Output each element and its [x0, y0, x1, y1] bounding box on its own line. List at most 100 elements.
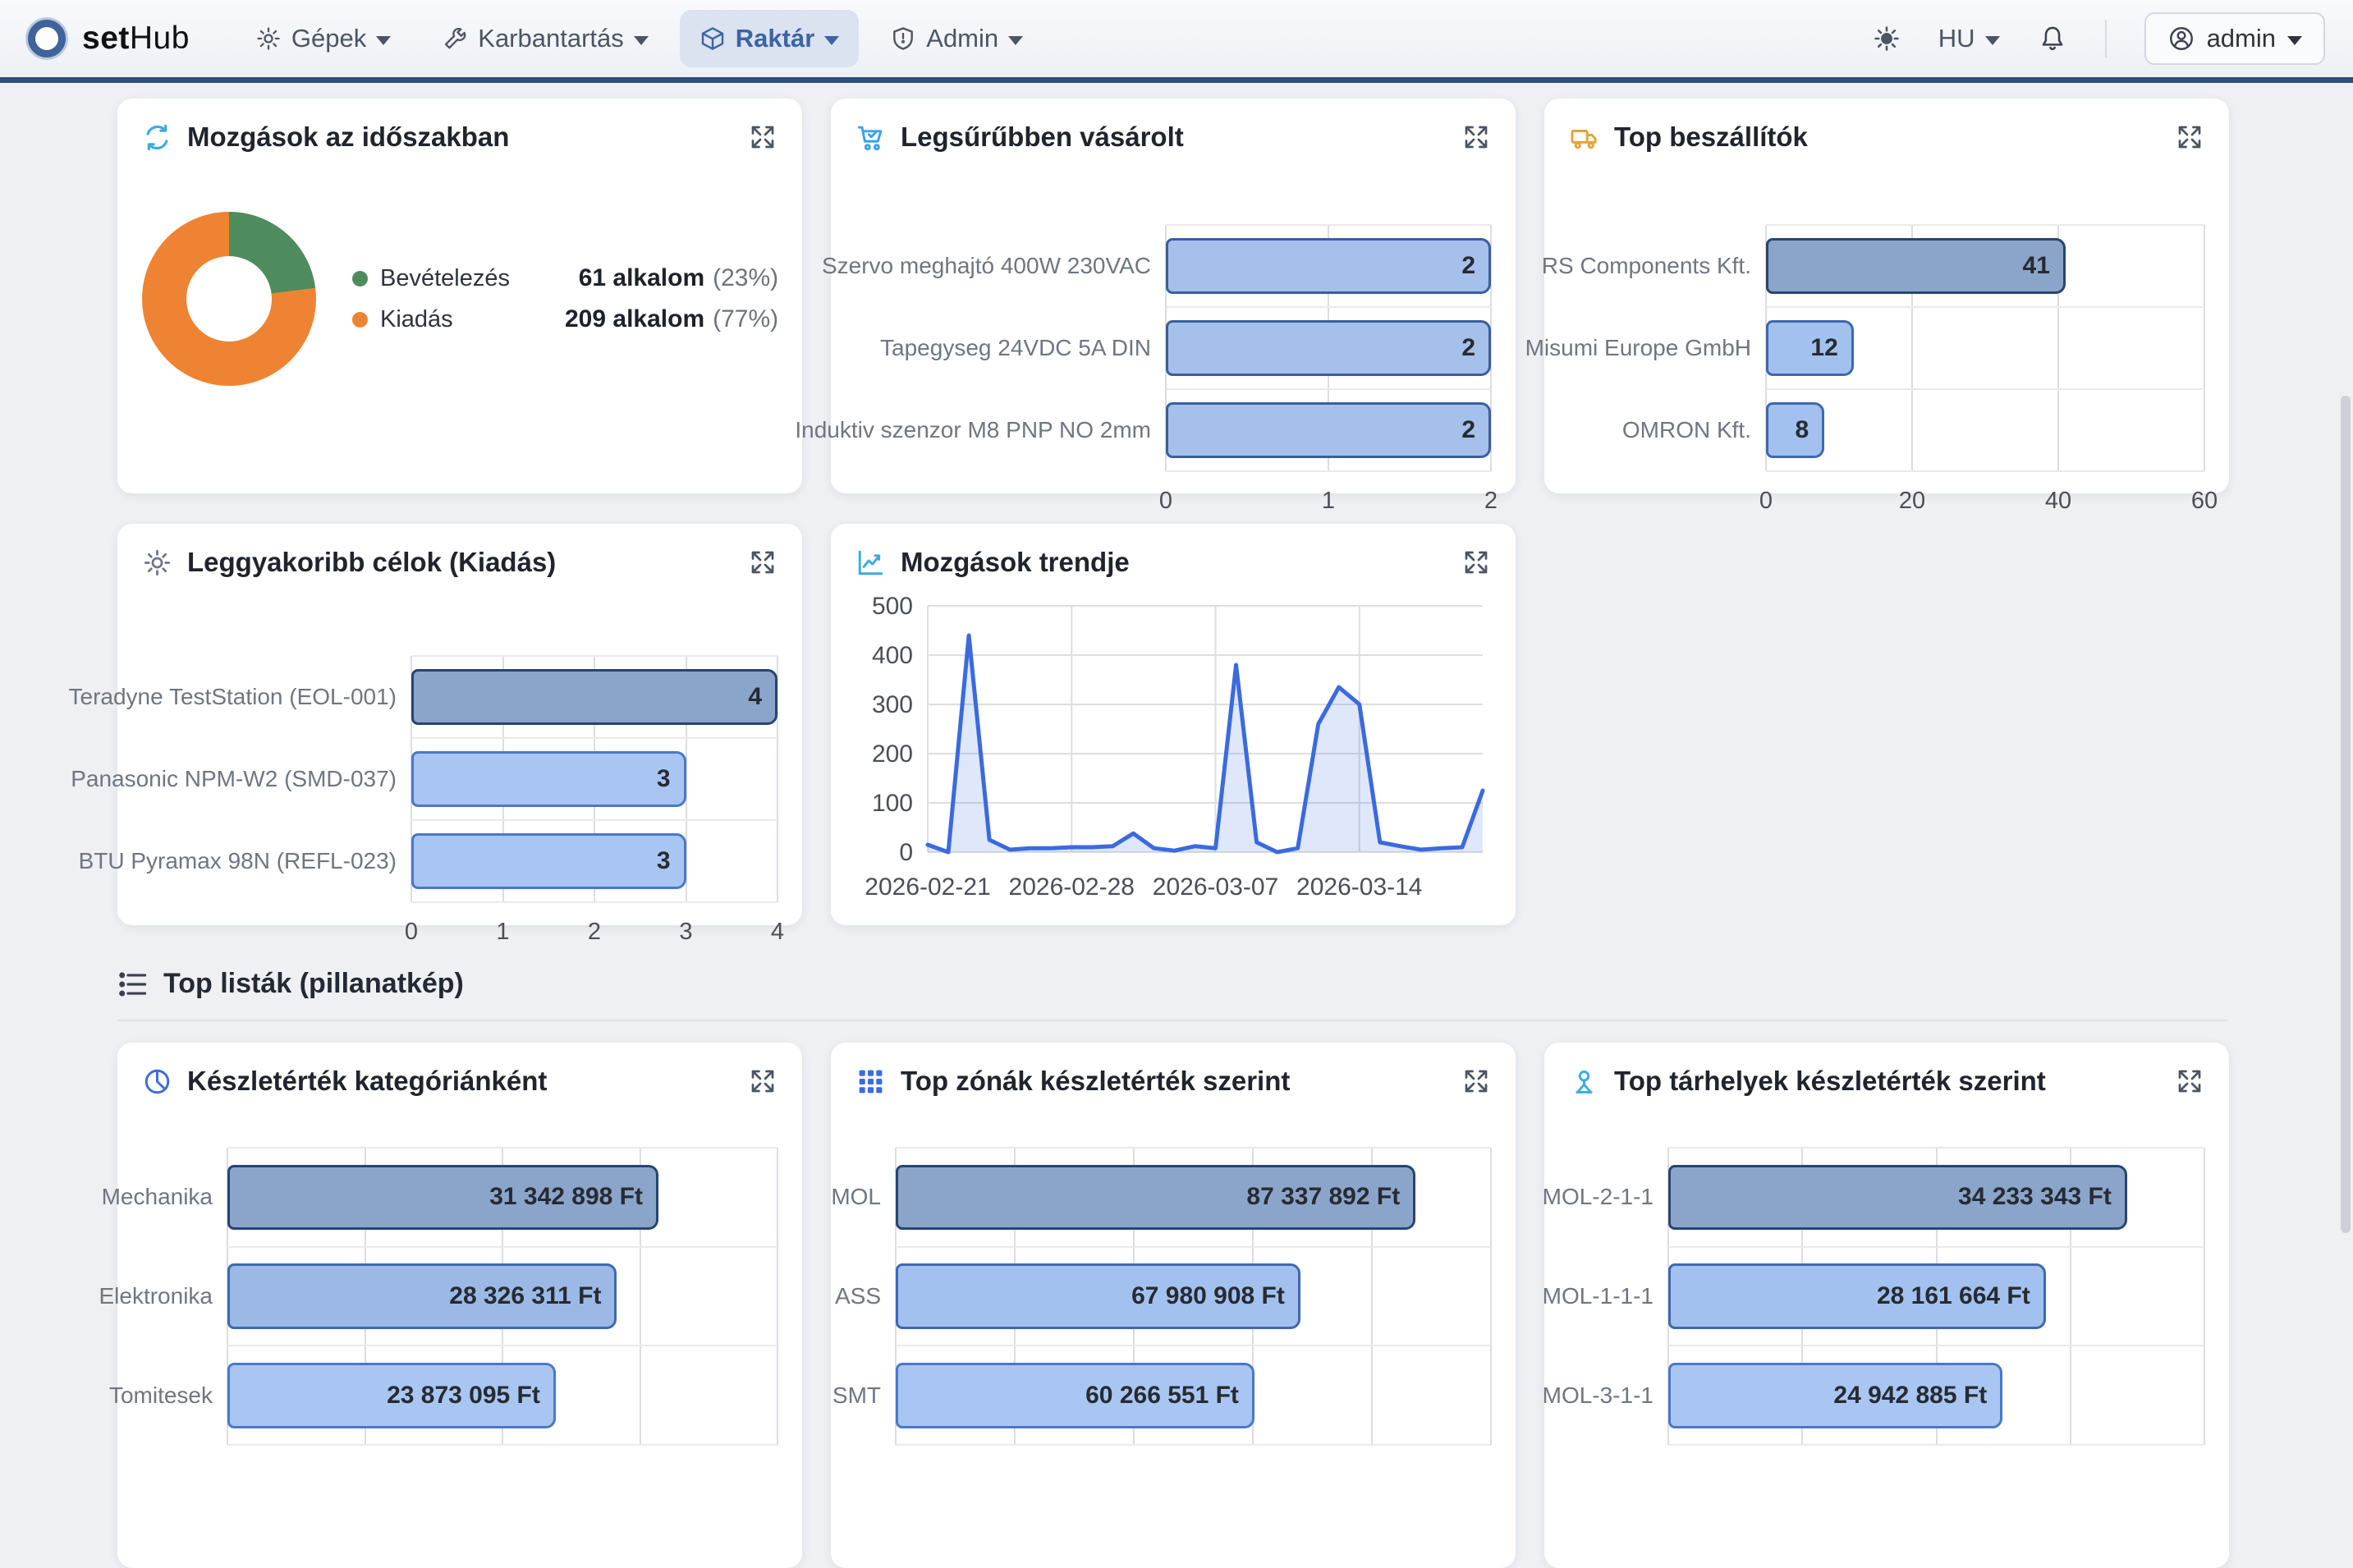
card-title: Top tárhelyek készletérték szerint [1614, 1066, 2046, 1096]
chevron-down-icon [1984, 36, 2000, 45]
section-divider [117, 1020, 2227, 1021]
expand-icon[interactable] [748, 122, 777, 152]
gridline [685, 656, 687, 902]
row-separator [1166, 306, 1491, 308]
x-tick-label: 0 [1158, 488, 1173, 514]
card-title: Készletérték kategóriánként [187, 1066, 548, 1096]
legend-value: 209 alkalom [565, 305, 705, 332]
user-name-label: admin [2206, 24, 2276, 53]
legend-label: Bevételezés [380, 264, 510, 291]
gridline [1490, 225, 1492, 471]
row-separator [1766, 388, 2204, 390]
vertical-divider [2104, 20, 2107, 57]
expand-icon[interactable] [1461, 122, 1491, 152]
shield-icon [890, 25, 916, 52]
bar-row: 34 233 343 Ft [1668, 1148, 2204, 1247]
bar: 2 [1166, 320, 1491, 376]
box-icon [699, 25, 726, 52]
row-separator [411, 901, 777, 903]
nav-item-gepek[interactable]: Gépek [236, 10, 411, 67]
bar-row: 60 266 551 Ft [896, 1346, 1491, 1445]
bar-label: Szervo meghajtó 400W 230VAC [821, 253, 1151, 278]
x-tick-label: 2 [587, 919, 602, 945]
bar-label: SMT [832, 1382, 881, 1408]
svg-text:200: 200 [872, 740, 913, 768]
bar-chart: MOL ASS SMT 87 337 892 Ft 67 980 908 Ft 60 26… [831, 1147, 1492, 1492]
chevron-down-icon [2287, 36, 2302, 45]
bar-value: 3 [656, 765, 671, 792]
card-top-destinations: Leggyakoribb célok (Kiadás) Teradyne Tes… [69, 524, 802, 945]
row-separator [411, 655, 777, 657]
row-separator [896, 1147, 1491, 1148]
legend-row: Kiadás 209 alkalom (77%) [352, 305, 778, 333]
x-tick-label: 1 [496, 919, 510, 945]
bar-label: Mechanika [101, 1184, 213, 1210]
gridline [777, 656, 778, 902]
chevron-down-icon [1008, 36, 1024, 45]
bar: 3 [411, 833, 686, 889]
bar-row: 24 942 885 Ft [1668, 1346, 2204, 1445]
card-movements-trend: Mozgások trendje 0 100 200 300 400 500 2026-02… [831, 524, 1516, 925]
nav-item-label: Admin [926, 24, 999, 53]
bar: 4 [411, 669, 777, 725]
donut-legend: Bevételezés 61 alkalom (23%) Kiadás 209 … [352, 264, 778, 333]
bar-label: Tomitesek [108, 1382, 213, 1408]
bar: 87 337 892 Ft [896, 1164, 1416, 1231]
truck-icon [1569, 122, 1599, 153]
svg-text:100: 100 [872, 790, 913, 817]
location-pin-icon [1569, 1066, 1599, 1097]
theme-toggle-button[interactable] [1873, 25, 1901, 53]
bar-value: 24 942 885 Ft [1833, 1381, 1988, 1409]
expand-icon[interactable] [748, 548, 777, 577]
nav-item-karbantartas[interactable]: Karbantartás [422, 10, 668, 67]
svg-text:2026-02-21: 2026-02-21 [865, 873, 990, 901]
card-title: Top zónák készletérték szerint [901, 1066, 1291, 1096]
legend-row: Bevételezés 61 alkalom (23%) [352, 264, 778, 292]
user-menu-button[interactable]: admin [2144, 12, 2325, 65]
bar-chart: MOL-2-1-1 MOL-1-1-1 MOL-3-1-1 34 233 343 Ft… [1542, 1147, 2205, 1492]
row-separator [227, 1245, 777, 1248]
chevron-down-icon [824, 36, 840, 45]
bar-value: 3 [656, 847, 671, 874]
bar-value: 34 233 343 Ft [1958, 1183, 2112, 1211]
legend-value: 61 alkalom [578, 264, 705, 291]
expand-icon[interactable] [2175, 1066, 2204, 1096]
expand-icon[interactable] [2175, 122, 2204, 152]
row-separator [1668, 1245, 2204, 1248]
bar-label: Induktiv szenzor M8 PNP NO 2mm [795, 417, 1151, 442]
expand-icon[interactable] [748, 1066, 777, 1096]
navbar-right-cluster: HU admin [1873, 12, 2325, 65]
bar-row: 23 873 095 Ft [227, 1346, 777, 1445]
section-title: Top listák (pillanatkép) [163, 968, 464, 999]
vertical-scrollbar[interactable] [2341, 396, 2351, 1233]
bar-label: Panasonic NPM-W2 (SMD-037) [71, 766, 397, 791]
donut-chart-area: Bevételezés 61 alkalom (23%) Kiadás 209 … [142, 212, 778, 386]
x-tick-label: 4 [770, 919, 785, 945]
bar-chart: Teradyne TestStation (EOL-001) Panasonic … [69, 655, 784, 950]
bar-label: Elektronika [99, 1283, 213, 1309]
expand-icon[interactable] [1461, 1066, 1491, 1096]
bar-value: 4 [748, 683, 762, 710]
notifications-button[interactable] [2038, 24, 2067, 53]
bar: 2 [1166, 238, 1491, 294]
bar-label: MOL [831, 1184, 881, 1210]
gridline [777, 1148, 778, 1445]
nav-item-raktar[interactable]: Raktár [679, 10, 860, 67]
expand-icon[interactable] [1461, 548, 1491, 577]
bar-value: 2 [1461, 252, 1475, 279]
x-tick-label: 1 [1321, 488, 1336, 514]
bar-row: 12 [1766, 307, 2204, 389]
trend-line [925, 633, 1485, 855]
x-tick-label: 40 [2044, 488, 2072, 514]
bar-row: 41 [1766, 225, 2204, 307]
nav-item-label: Karbantartás [478, 24, 624, 53]
grid-icon [855, 1066, 886, 1097]
list-icon [117, 969, 149, 1000]
card-title: Mozgások az időszakban [187, 121, 510, 152]
brand-logo[interactable]: setHub [28, 20, 190, 57]
bar-label: MOL-2-1-1 [1542, 1184, 1654, 1210]
nav-item-admin[interactable]: Admin [870, 10, 1043, 67]
brand-ring-icon [28, 20, 66, 57]
bar-row: 28 161 664 Ft [1668, 1247, 2204, 1346]
language-selector[interactable]: HU [1938, 24, 2000, 53]
